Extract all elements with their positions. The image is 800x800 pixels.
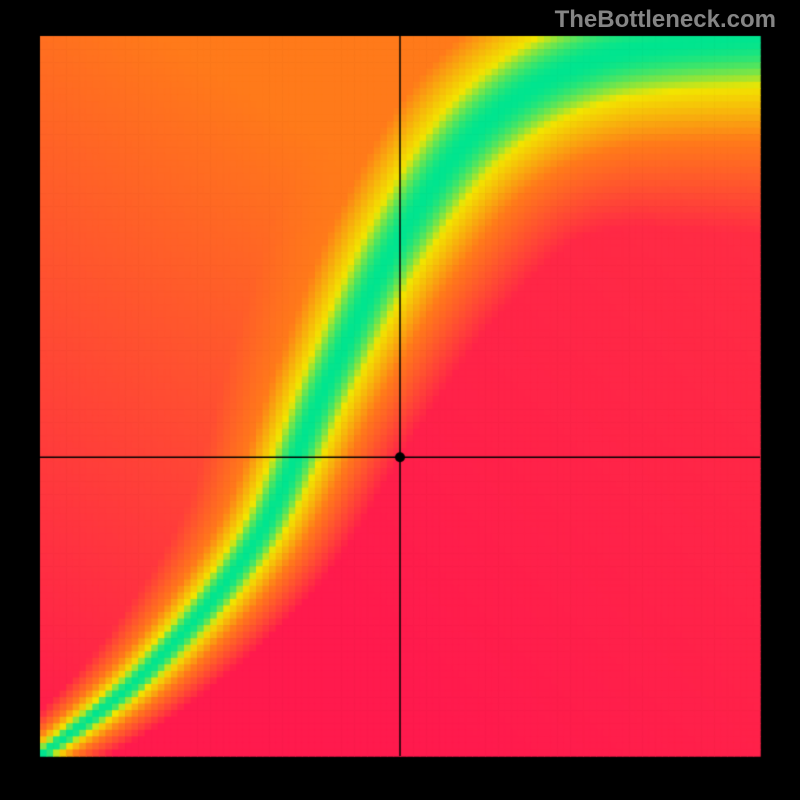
chart-container: TheBottleneck.com — [0, 0, 800, 800]
heatmap-canvas — [0, 0, 800, 800]
watermark-text: TheBottleneck.com — [555, 6, 776, 34]
